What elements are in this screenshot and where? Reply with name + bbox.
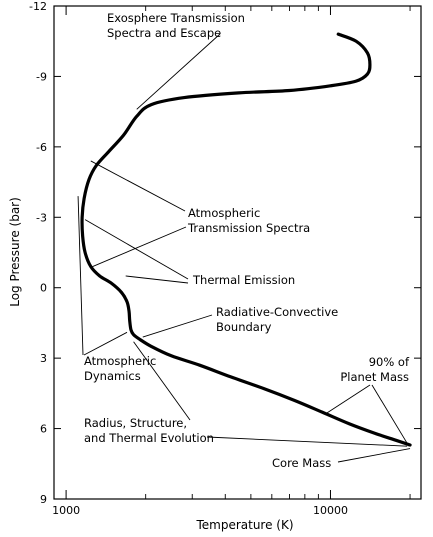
y-tick-label-6: 6 xyxy=(40,423,47,436)
y-tick-label-1: -9 xyxy=(36,70,47,83)
annotation-2: Thermal Emission xyxy=(84,219,295,287)
annotation-4-leader-1 xyxy=(83,331,128,356)
y-axis-title: Log Pressure (bar) xyxy=(8,197,22,307)
annotation-5-leader-1 xyxy=(371,384,410,447)
y-tick-label-5: 3 xyxy=(40,352,47,365)
annotation-6: Radius, Structure, and Thermal Evolution xyxy=(84,341,408,447)
y-tick-label-0: -12 xyxy=(29,0,47,13)
annotation-2-leader-0 xyxy=(84,219,189,280)
annotation-2-label: Thermal Emission xyxy=(192,273,295,287)
annotation-4-label: Atmospheric Dynamics xyxy=(84,354,156,383)
annotation-7-leader-0 xyxy=(337,448,411,463)
annotation-1: Atmospheric Transmission Spectra xyxy=(90,160,310,268)
y-tick-label-4: 0 xyxy=(40,282,47,295)
y-tick-label-7: 9 xyxy=(40,493,47,506)
x-axis-title: Temperature (K) xyxy=(195,518,293,532)
y-tick-label-3: -3 xyxy=(36,211,47,224)
x-tick-label-1: 10000 xyxy=(313,504,348,517)
annotation-3-label: Radiative-Convective Boundary xyxy=(216,305,338,334)
annotation-2-leader-1 xyxy=(125,275,189,284)
annotation-1-leader-0 xyxy=(90,160,186,212)
ticks-layer: -12 -9 -6 -3 0 3 6 9 1000 10000 xyxy=(29,0,421,517)
annotation-5: 90% of Planet Mass xyxy=(324,355,410,447)
annotation-4-leader-0 xyxy=(77,196,84,356)
annotation-4: Atmospheric Dynamics xyxy=(77,196,156,383)
annotation-1-leader-1 xyxy=(92,226,187,268)
pt-profile-line xyxy=(80,32,412,447)
annotation-7-label: Core Mass xyxy=(272,456,331,470)
annotation-5-label: 90% of Planet Mass xyxy=(340,355,410,384)
annotations-layer: Exosphere Transmission Spectra and Escape… xyxy=(77,11,411,470)
annotation-1-label: Atmospheric Transmission Spectra xyxy=(187,206,310,235)
annotation-7: Core Mass xyxy=(272,448,411,470)
annotation-6-leader-0 xyxy=(133,341,191,421)
annotation-5-leader-0 xyxy=(324,384,371,415)
annotation-0-label: Exosphere Transmission Spectra and Escape xyxy=(107,11,245,40)
annotation-6-label: Radius, Structure, and Thermal Evolution xyxy=(84,416,214,445)
curve-layer xyxy=(80,32,412,447)
annotation-3-leader-0 xyxy=(142,314,213,338)
annotation-0: Exosphere Transmission Spectra and Escape xyxy=(107,11,245,110)
y-tick-label-2: -6 xyxy=(36,141,47,154)
plot-frame xyxy=(53,5,422,500)
x-tick-label-0: 1000 xyxy=(52,504,80,517)
annotation-6-leader-1 xyxy=(206,436,408,447)
annotation-3: Radiative-Convective Boundary xyxy=(142,305,338,338)
annotation-0-leader-0 xyxy=(136,33,221,110)
